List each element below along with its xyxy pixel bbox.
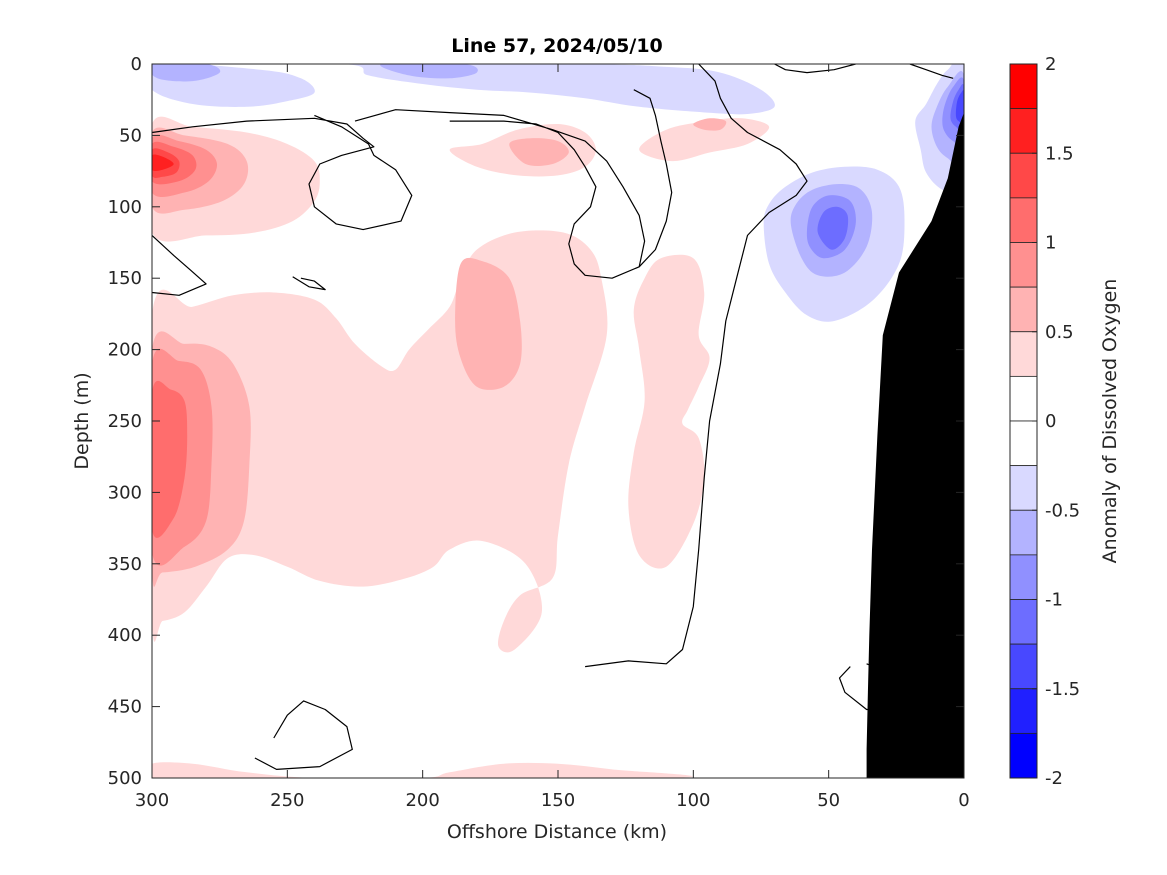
chart-title: Line 57, 2024/05/10 [451, 35, 663, 57]
contour-fill-pos-main-left-4 [152, 380, 188, 538]
colorbar-block [1009, 286, 1038, 333]
contour-fill-pos-upper-right [639, 118, 770, 162]
y-tick-label: 400 [108, 625, 142, 646]
zero-contour-line [152, 234, 207, 296]
colorbar-tick-label: 1 [1045, 233, 1056, 254]
colorbar-block [1009, 465, 1038, 511]
colorbar-block [1009, 197, 1038, 243]
colorbar-block [1009, 63, 1038, 110]
colorbar-block [1009, 152, 1038, 199]
colorbar-block [1009, 509, 1038, 556]
y-tick-label: 0 [131, 54, 142, 75]
contour-fill-pos-streak [628, 254, 710, 569]
colorbar-tick-label: 0.5 [1045, 322, 1074, 343]
contour-fill-pos-upper-right-2 [693, 118, 727, 131]
x-tick-label: 0 [958, 790, 969, 811]
x-axis-ticks: 300 250 200 150 100 50 0 [135, 64, 970, 811]
zero-contour-line [633, 89, 673, 268]
zero-contour-line [292, 276, 326, 291]
colorbar-frame [1009, 63, 1038, 779]
plot-frame [151, 63, 965, 779]
colorbar-tick-label: -2 [1045, 768, 1063, 789]
colorbar-block [1009, 732, 1038, 779]
contour-fill-pos-upper-mid-2 [509, 138, 569, 166]
colorbar-block [1009, 331, 1038, 377]
y-tick-label: 500 [108, 768, 142, 789]
plot-area: 300 250 200 150 100 50 0 050100150200250300350… [108, 54, 970, 811]
y-tick-label: 350 [108, 554, 142, 575]
y-axis-label: Depth (m) [71, 372, 93, 469]
zero-contour-line [909, 64, 954, 79]
x-tick-label: 300 [135, 790, 169, 811]
y-tick-label: 450 [108, 697, 142, 718]
contour-fill-pos-main-core-mid [455, 257, 522, 390]
colorbar-block [1009, 599, 1038, 645]
x-tick-label: 200 [405, 790, 439, 811]
contour-fill-surface-neg-mid-core [380, 64, 478, 79]
x-tick-label: 250 [270, 790, 304, 811]
x-tick-label: 50 [817, 790, 840, 811]
colorbar-tick-label: -1 [1045, 590, 1063, 611]
zero-contour-line [585, 64, 808, 668]
bathymetry-shelf [866, 112, 964, 778]
contour-fill-surface-neg-band [152, 64, 775, 115]
zero-contour-line [774, 64, 856, 74]
zero-contour-line [354, 109, 646, 279]
x-tick-label: 150 [541, 790, 575, 811]
colorbar-tick-label: 2 [1045, 54, 1056, 75]
zero-contour-line [152, 114, 413, 231]
y-tick-label: 100 [108, 197, 142, 218]
x-axis-label: Offshore Distance (km) [447, 821, 667, 843]
colorbar-tick-label: 0 [1045, 411, 1056, 432]
contour-fill-pos-bottom-band [152, 762, 693, 778]
y-tick-label: 50 [119, 125, 142, 146]
y-tick-label: 250 [108, 411, 142, 432]
colorbar-block [1009, 108, 1038, 154]
colorbar-ticks: 2 1.5 1 0.5 0 -0.5 -1 -1.5 -2 [1032, 54, 1080, 789]
contour-fill-neg-right-lobe-5 [817, 206, 849, 250]
colorbar-tick-label: 1.5 [1045, 143, 1074, 164]
colorbar-block [1009, 688, 1038, 734]
contour-fill-pos-upper-left-6 [152, 154, 174, 171]
zero-contour-line [254, 700, 353, 770]
y-tick-label: 300 [108, 482, 142, 503]
contour-fill-neg-blob-220 [346, 166, 396, 213]
contour-fill-neg-coast-5 [955, 90, 964, 124]
y-tick-label: 150 [108, 268, 142, 289]
contour-fill-surface-neg-left-core [152, 64, 221, 82]
colorbar-tick-label: -0.5 [1045, 500, 1080, 521]
colorbar-block [1009, 643, 1038, 690]
colorbar-tick-label: -1.5 [1045, 679, 1080, 700]
colorbar: 2 1.5 1 0.5 0 -0.5 -1 -1.5 -2 [1009, 54, 1080, 789]
x-tick-label: 100 [676, 790, 710, 811]
contour-fills [152, 64, 964, 778]
colorbar-block [1009, 375, 1038, 422]
colorbar-block [1009, 242, 1038, 288]
colorbar-block [1009, 554, 1038, 600]
y-tick-label: 200 [108, 340, 142, 361]
colorbar-label: Anomaly of Dissolved Oxygen [1099, 279, 1121, 564]
colorbar-block [1009, 420, 1038, 467]
colorbar-blocks [1009, 63, 1038, 779]
